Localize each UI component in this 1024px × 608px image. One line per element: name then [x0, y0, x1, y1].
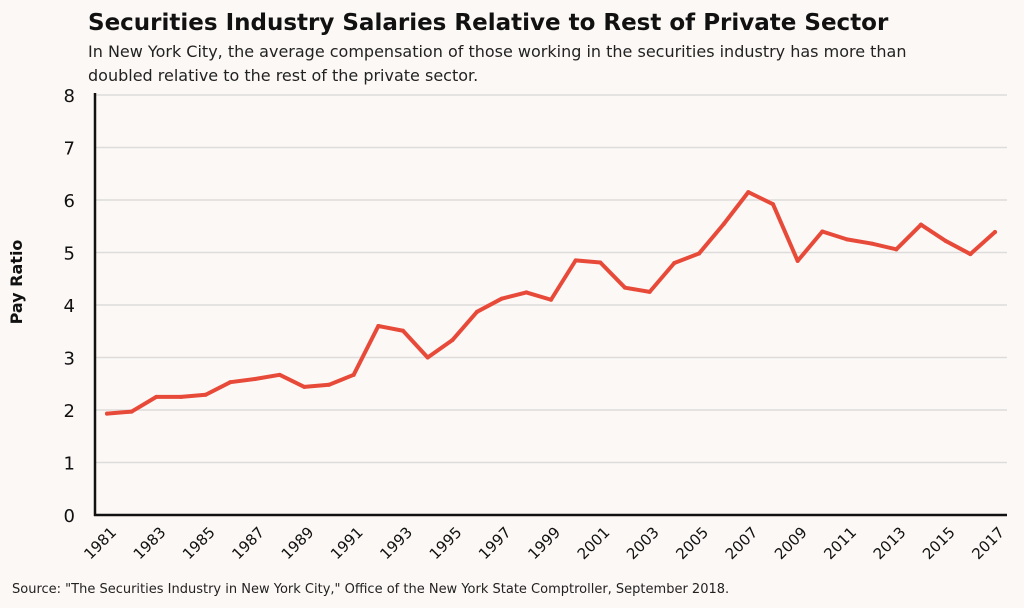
y-tick-label: 2 [64, 401, 75, 422]
data-point [179, 394, 183, 399]
data-point [894, 247, 899, 252]
x-tick-label: 1995 [426, 523, 466, 563]
y-axis-label: Pay Ratio [7, 240, 26, 325]
data-point [228, 380, 233, 385]
data-point [993, 230, 997, 235]
data-point [154, 394, 159, 399]
x-tick-label: 1991 [327, 523, 367, 563]
x-tick-label: 2007 [722, 523, 762, 563]
data-point [721, 222, 726, 227]
data-point [573, 258, 578, 263]
data-point [524, 290, 529, 295]
data-point [376, 324, 381, 328]
y-tick-label: 1 [64, 454, 75, 475]
data-point [327, 382, 331, 387]
series-line [105, 190, 997, 416]
y-tick-label: 8 [64, 86, 75, 107]
data-point [968, 252, 973, 257]
data-point [598, 260, 603, 265]
data-point [203, 392, 208, 397]
data-point [746, 190, 751, 195]
x-tick-label: 2009 [771, 523, 811, 563]
data-point [277, 372, 282, 377]
data-point [401, 328, 405, 333]
data-point [475, 309, 479, 314]
data-point [499, 296, 504, 301]
data-point [129, 409, 134, 414]
data-point [771, 202, 775, 207]
x-tick-label: 2005 [672, 523, 712, 563]
source-note: Source: "The Securities Industry in New … [12, 582, 730, 597]
x-tick-label: 1993 [376, 523, 416, 563]
x-tick-label: 1989 [278, 523, 318, 563]
x-tick-label: 1999 [524, 523, 564, 563]
data-point [450, 338, 455, 343]
data-point [672, 261, 677, 265]
x-tick-label: 1985 [179, 523, 219, 563]
x-tick-label: 2013 [870, 523, 910, 563]
x-tick-label: 1997 [475, 523, 515, 563]
data-point [845, 237, 849, 242]
data-point [253, 377, 257, 382]
y-tick-label: 7 [64, 139, 75, 160]
x-tick-label: 2011 [820, 523, 860, 563]
data-point [351, 372, 356, 377]
x-tick-label: 1987 [228, 523, 268, 563]
x-tick-label: 2003 [623, 523, 663, 563]
data-point [697, 251, 701, 256]
data-point [425, 355, 430, 360]
data-point [549, 297, 553, 302]
data-point [302, 384, 307, 389]
y-tick-label: 4 [64, 296, 75, 317]
chart-title: Securities Industry Salaries Relative to… [88, 10, 889, 36]
data-point [105, 411, 109, 416]
y-tick-label: 3 [64, 349, 75, 370]
data-point [919, 222, 923, 227]
x-tick-label: 1983 [130, 523, 170, 563]
x-tick-label: 1981 [80, 523, 120, 563]
data-point [795, 258, 800, 263]
data-point [623, 285, 627, 290]
y-tick-label: 6 [64, 191, 75, 212]
chart-subtitle: In New York City, the average compensati… [88, 42, 907, 85]
data-point [647, 289, 652, 294]
data-point [943, 238, 948, 243]
y-tick-label: 5 [64, 244, 75, 265]
data-point [869, 241, 874, 246]
x-tick-label: 2015 [919, 523, 959, 563]
x-tick-label: 2001 [574, 523, 614, 563]
y-tick-label: 0 [64, 506, 75, 527]
x-tick-label: 2017 [968, 523, 1008, 563]
data-point [820, 229, 825, 234]
